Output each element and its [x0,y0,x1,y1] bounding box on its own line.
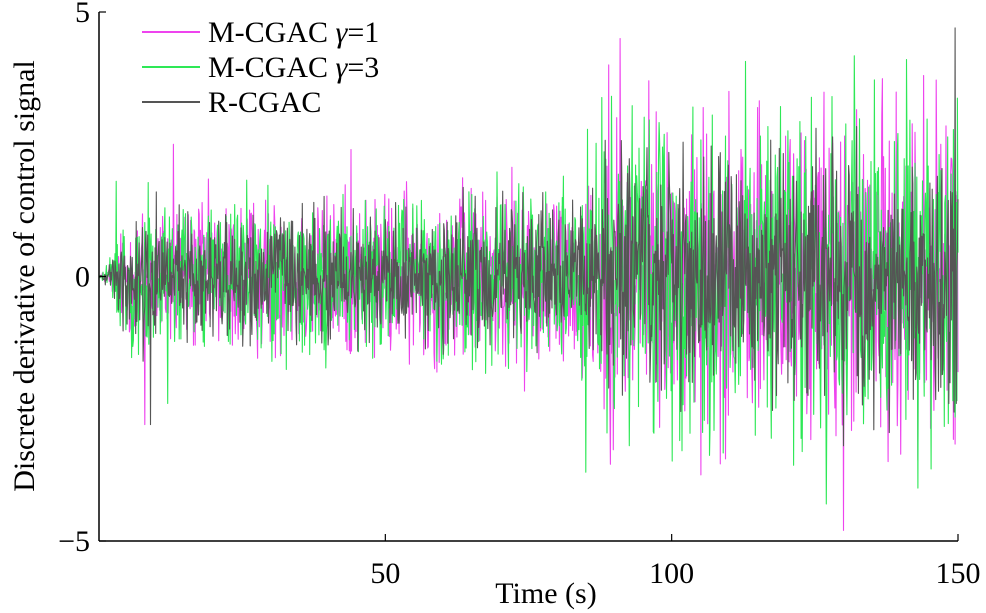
series-line-3 [98,27,959,447]
legend-label-3: R-CGAC [208,86,321,119]
y-tick-label: −5 [58,525,90,558]
ticks: 50 100 150 −5 0 5 [58,0,980,590]
legend-label-suffix: =1 [347,16,379,49]
legend: M-CGAC γ=1M-CGAC γ=3R-CGAC [142,16,379,119]
legend-label-symbol: γ [336,51,349,84]
x-tick-label: 150 [936,557,981,590]
x-axis-label: Time (s) [495,577,596,610]
y-axis-label: Discrete derivative of control signal [8,60,41,492]
legend-label-prefix: R-CGAC [208,86,321,119]
plot-area: 50 100 150 −5 0 5 [58,0,980,590]
legend-label-1: M-CGAC γ=1 [208,16,379,49]
legend-label-prefix: M-CGAC [208,16,336,49]
legend-label-symbol: γ [336,16,349,49]
y-tick-label: 0 [75,261,90,294]
legend-label-2: M-CGAC γ=3 [208,51,379,84]
legend-label-prefix: M-CGAC [208,51,336,84]
x-tick-label: 100 [649,557,694,590]
legend-label-suffix: =3 [347,51,379,84]
series-layer [98,27,959,531]
x-tick-label: 50 [370,557,400,590]
y-tick-label: 5 [75,0,90,29]
